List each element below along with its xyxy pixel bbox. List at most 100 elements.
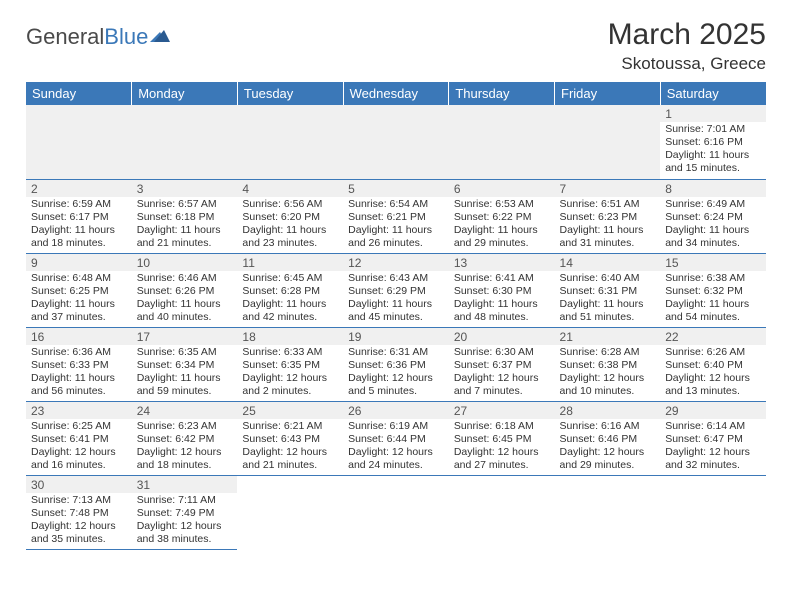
brand-part1: General: [26, 24, 104, 50]
day-number: 12: [343, 254, 449, 271]
day-number: 8: [660, 180, 766, 197]
calendar-cell: [660, 475, 766, 549]
weekday-header: Saturday: [660, 82, 766, 105]
day-details: Sunrise: 6:33 AMSunset: 6:35 PMDaylight:…: [237, 345, 343, 401]
day-number: 21: [555, 328, 661, 345]
day-number: 26: [343, 402, 449, 419]
day-details: Sunrise: 6:40 AMSunset: 6:31 PMDaylight:…: [555, 271, 661, 327]
header: GeneralBlue March 2025 Skotoussa, Greece: [26, 18, 766, 74]
calendar-cell: 27Sunrise: 6:18 AMSunset: 6:45 PMDayligh…: [449, 401, 555, 475]
day-details: Sunrise: 7:01 AMSunset: 6:16 PMDaylight:…: [660, 122, 766, 178]
day-details: Sunrise: 6:46 AMSunset: 6:26 PMDaylight:…: [132, 271, 238, 327]
calendar-row: 9Sunrise: 6:48 AMSunset: 6:25 PMDaylight…: [26, 253, 766, 327]
day-number: 14: [555, 254, 661, 271]
day-details: Sunrise: 6:30 AMSunset: 6:37 PMDaylight:…: [449, 345, 555, 401]
calendar-cell: 15Sunrise: 6:38 AMSunset: 6:32 PMDayligh…: [660, 253, 766, 327]
calendar-cell: 30Sunrise: 7:13 AMSunset: 7:48 PMDayligh…: [26, 475, 132, 549]
calendar-cell: 19Sunrise: 6:31 AMSunset: 6:36 PMDayligh…: [343, 327, 449, 401]
brand-logo: GeneralBlue: [26, 24, 170, 50]
calendar-body: 1Sunrise: 7:01 AMSunset: 6:16 PMDaylight…: [26, 105, 766, 549]
brand-part2: Blue: [104, 24, 148, 50]
weekday-header: Sunday: [26, 82, 132, 105]
weekday-header: Friday: [555, 82, 661, 105]
weekday-header: Tuesday: [237, 82, 343, 105]
calendar-cell: 13Sunrise: 6:41 AMSunset: 6:30 PMDayligh…: [449, 253, 555, 327]
calendar-cell: [555, 475, 661, 549]
day-details: Sunrise: 6:26 AMSunset: 6:40 PMDaylight:…: [660, 345, 766, 401]
calendar-cell: [237, 105, 343, 179]
calendar-cell: 26Sunrise: 6:19 AMSunset: 6:44 PMDayligh…: [343, 401, 449, 475]
day-details: Sunrise: 6:57 AMSunset: 6:18 PMDaylight:…: [132, 197, 238, 253]
month-title: March 2025: [608, 18, 766, 52]
day-number: 13: [449, 254, 555, 271]
calendar-cell: [343, 475, 449, 549]
weekday-header: Monday: [132, 82, 238, 105]
calendar-cell: 4Sunrise: 6:56 AMSunset: 6:20 PMDaylight…: [237, 179, 343, 253]
calendar-row: 16Sunrise: 6:36 AMSunset: 6:33 PMDayligh…: [26, 327, 766, 401]
day-details: Sunrise: 6:48 AMSunset: 6:25 PMDaylight:…: [26, 271, 132, 327]
calendar-cell: 14Sunrise: 6:40 AMSunset: 6:31 PMDayligh…: [555, 253, 661, 327]
calendar-cell: 11Sunrise: 6:45 AMSunset: 6:28 PMDayligh…: [237, 253, 343, 327]
day-number: 6: [449, 180, 555, 197]
calendar-cell: 24Sunrise: 6:23 AMSunset: 6:42 PMDayligh…: [132, 401, 238, 475]
day-details: Sunrise: 6:35 AMSunset: 6:34 PMDaylight:…: [132, 345, 238, 401]
day-details: Sunrise: 6:14 AMSunset: 6:47 PMDaylight:…: [660, 419, 766, 475]
calendar-cell: 17Sunrise: 6:35 AMSunset: 6:34 PMDayligh…: [132, 327, 238, 401]
day-number: 28: [555, 402, 661, 419]
day-number: 20: [449, 328, 555, 345]
day-details: Sunrise: 6:56 AMSunset: 6:20 PMDaylight:…: [237, 197, 343, 253]
calendar-cell: 3Sunrise: 6:57 AMSunset: 6:18 PMDaylight…: [132, 179, 238, 253]
day-details: Sunrise: 6:18 AMSunset: 6:45 PMDaylight:…: [449, 419, 555, 475]
day-details: Sunrise: 6:28 AMSunset: 6:38 PMDaylight:…: [555, 345, 661, 401]
day-details: Sunrise: 6:25 AMSunset: 6:41 PMDaylight:…: [26, 419, 132, 475]
calendar-cell: 18Sunrise: 6:33 AMSunset: 6:35 PMDayligh…: [237, 327, 343, 401]
calendar-table: SundayMondayTuesdayWednesdayThursdayFrid…: [26, 82, 766, 550]
calendar-cell: 20Sunrise: 6:30 AMSunset: 6:37 PMDayligh…: [449, 327, 555, 401]
day-number: 27: [449, 402, 555, 419]
day-number: 22: [660, 328, 766, 345]
day-details: Sunrise: 6:16 AMSunset: 6:46 PMDaylight:…: [555, 419, 661, 475]
day-number: 5: [343, 180, 449, 197]
day-number: 10: [132, 254, 238, 271]
calendar-row: 23Sunrise: 6:25 AMSunset: 6:41 PMDayligh…: [26, 401, 766, 475]
day-details: Sunrise: 6:36 AMSunset: 6:33 PMDaylight:…: [26, 345, 132, 401]
calendar-cell: 23Sunrise: 6:25 AMSunset: 6:41 PMDayligh…: [26, 401, 132, 475]
calendar-page: GeneralBlue March 2025 Skotoussa, Greece…: [0, 0, 792, 550]
day-number: 31: [132, 476, 238, 493]
day-number: 25: [237, 402, 343, 419]
day-number: 23: [26, 402, 132, 419]
day-number: 15: [660, 254, 766, 271]
day-details: Sunrise: 6:41 AMSunset: 6:30 PMDaylight:…: [449, 271, 555, 327]
day-details: Sunrise: 6:59 AMSunset: 6:17 PMDaylight:…: [26, 197, 132, 253]
calendar-cell: [237, 475, 343, 549]
day-details: Sunrise: 6:54 AMSunset: 6:21 PMDaylight:…: [343, 197, 449, 253]
calendar-cell: [449, 105, 555, 179]
day-number: 4: [237, 180, 343, 197]
calendar-cell: 9Sunrise: 6:48 AMSunset: 6:25 PMDaylight…: [26, 253, 132, 327]
title-block: March 2025 Skotoussa, Greece: [608, 18, 766, 74]
calendar-cell: 7Sunrise: 6:51 AMSunset: 6:23 PMDaylight…: [555, 179, 661, 253]
calendar-cell: 25Sunrise: 6:21 AMSunset: 6:43 PMDayligh…: [237, 401, 343, 475]
calendar-cell: 1Sunrise: 7:01 AMSunset: 6:16 PMDaylight…: [660, 105, 766, 179]
day-details: Sunrise: 6:38 AMSunset: 6:32 PMDaylight:…: [660, 271, 766, 327]
calendar-cell: [555, 105, 661, 179]
day-number: 1: [660, 105, 766, 122]
calendar-cell: 6Sunrise: 6:53 AMSunset: 6:22 PMDaylight…: [449, 179, 555, 253]
flag-icon: [150, 28, 170, 44]
day-details: Sunrise: 6:31 AMSunset: 6:36 PMDaylight:…: [343, 345, 449, 401]
calendar-cell: 31Sunrise: 7:11 AMSunset: 7:49 PMDayligh…: [132, 475, 238, 549]
day-number: 24: [132, 402, 238, 419]
calendar-cell: 29Sunrise: 6:14 AMSunset: 6:47 PMDayligh…: [660, 401, 766, 475]
location: Skotoussa, Greece: [608, 54, 766, 74]
day-number: 2: [26, 180, 132, 197]
calendar-row: 30Sunrise: 7:13 AMSunset: 7:48 PMDayligh…: [26, 475, 766, 549]
day-number: 16: [26, 328, 132, 345]
day-details: Sunrise: 6:51 AMSunset: 6:23 PMDaylight:…: [555, 197, 661, 253]
calendar-cell: 2Sunrise: 6:59 AMSunset: 6:17 PMDaylight…: [26, 179, 132, 253]
day-number: 19: [343, 328, 449, 345]
calendar-cell: [26, 105, 132, 179]
calendar-cell: [132, 105, 238, 179]
weekday-header-row: SundayMondayTuesdayWednesdayThursdayFrid…: [26, 82, 766, 105]
day-details: Sunrise: 6:23 AMSunset: 6:42 PMDaylight:…: [132, 419, 238, 475]
calendar-cell: 22Sunrise: 6:26 AMSunset: 6:40 PMDayligh…: [660, 327, 766, 401]
